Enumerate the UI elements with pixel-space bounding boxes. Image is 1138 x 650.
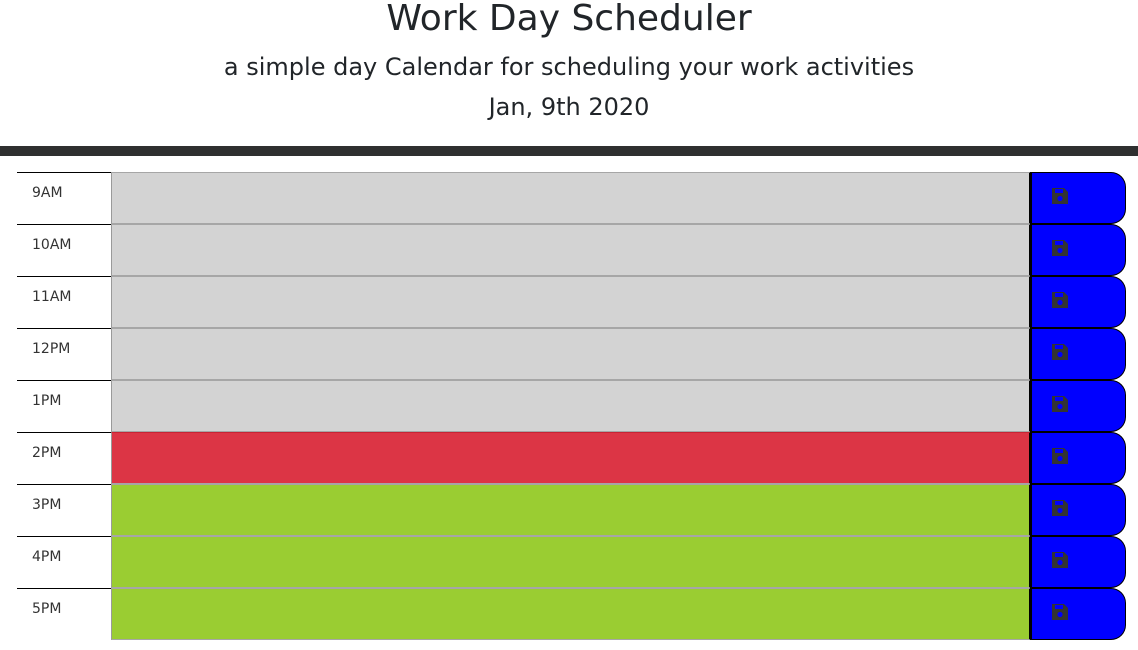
hour-label: 11AM — [17, 276, 111, 328]
save-icon — [1052, 292, 1068, 308]
event-description-input[interactable] — [111, 484, 1031, 536]
timeblock-row: 12PM — [17, 328, 1126, 380]
save-icon — [1052, 448, 1068, 464]
hour-label: 9AM — [17, 172, 111, 224]
hour-label: 12PM — [17, 328, 111, 380]
event-description-input[interactable] — [111, 276, 1031, 328]
event-description-input[interactable] — [111, 536, 1031, 588]
hour-label: 4PM — [17, 536, 111, 588]
event-description-input[interactable] — [111, 224, 1031, 276]
page-title: Work Day Scheduler — [386, 0, 752, 39]
save-icon — [1052, 500, 1068, 516]
current-day: Jan, 9th 2020 — [488, 93, 650, 121]
hour-label: 2PM — [17, 432, 111, 484]
save-button[interactable] — [1030, 380, 1126, 432]
timeblock-row: 10AM — [17, 224, 1126, 276]
page-subtitle: a simple day Calendar for scheduling you… — [223, 53, 915, 81]
event-description-input[interactable] — [111, 588, 1031, 640]
header-divider — [0, 146, 1138, 156]
save-icon — [1052, 240, 1068, 256]
timeblock-list: 9AM 10AM 11AM — [17, 172, 1126, 640]
save-icon — [1052, 604, 1068, 620]
save-icon — [1052, 396, 1068, 412]
header: Work Day Scheduler a simple day Calendar… — [0, 0, 1138, 146]
save-button[interactable] — [1030, 172, 1126, 224]
timeblock-row: 9AM — [17, 172, 1126, 224]
save-button[interactable] — [1030, 432, 1126, 484]
timeblock-row: 3PM — [17, 484, 1126, 536]
hour-label: 3PM — [17, 484, 111, 536]
save-button[interactable] — [1030, 224, 1126, 276]
save-icon — [1052, 552, 1068, 568]
timeblock-row: 1PM — [17, 380, 1126, 432]
timeblock-row: 5PM — [17, 588, 1126, 640]
save-button[interactable] — [1030, 484, 1126, 536]
save-button[interactable] — [1030, 328, 1126, 380]
save-button[interactable] — [1030, 588, 1126, 640]
event-description-input[interactable] — [111, 432, 1031, 484]
timeblock-row: 11AM — [17, 276, 1126, 328]
event-description-input[interactable] — [111, 172, 1031, 224]
save-icon — [1052, 344, 1068, 360]
save-icon — [1052, 188, 1068, 204]
event-description-input[interactable] — [111, 380, 1031, 432]
timeblock-row: 2PM — [17, 432, 1126, 484]
save-button[interactable] — [1030, 276, 1126, 328]
hour-label: 1PM — [17, 380, 111, 432]
hour-label: 5PM — [17, 588, 111, 640]
hour-label: 10AM — [17, 224, 111, 276]
save-button[interactable] — [1030, 536, 1126, 588]
timeblock-row: 4PM — [17, 536, 1126, 588]
event-description-input[interactable] — [111, 328, 1031, 380]
